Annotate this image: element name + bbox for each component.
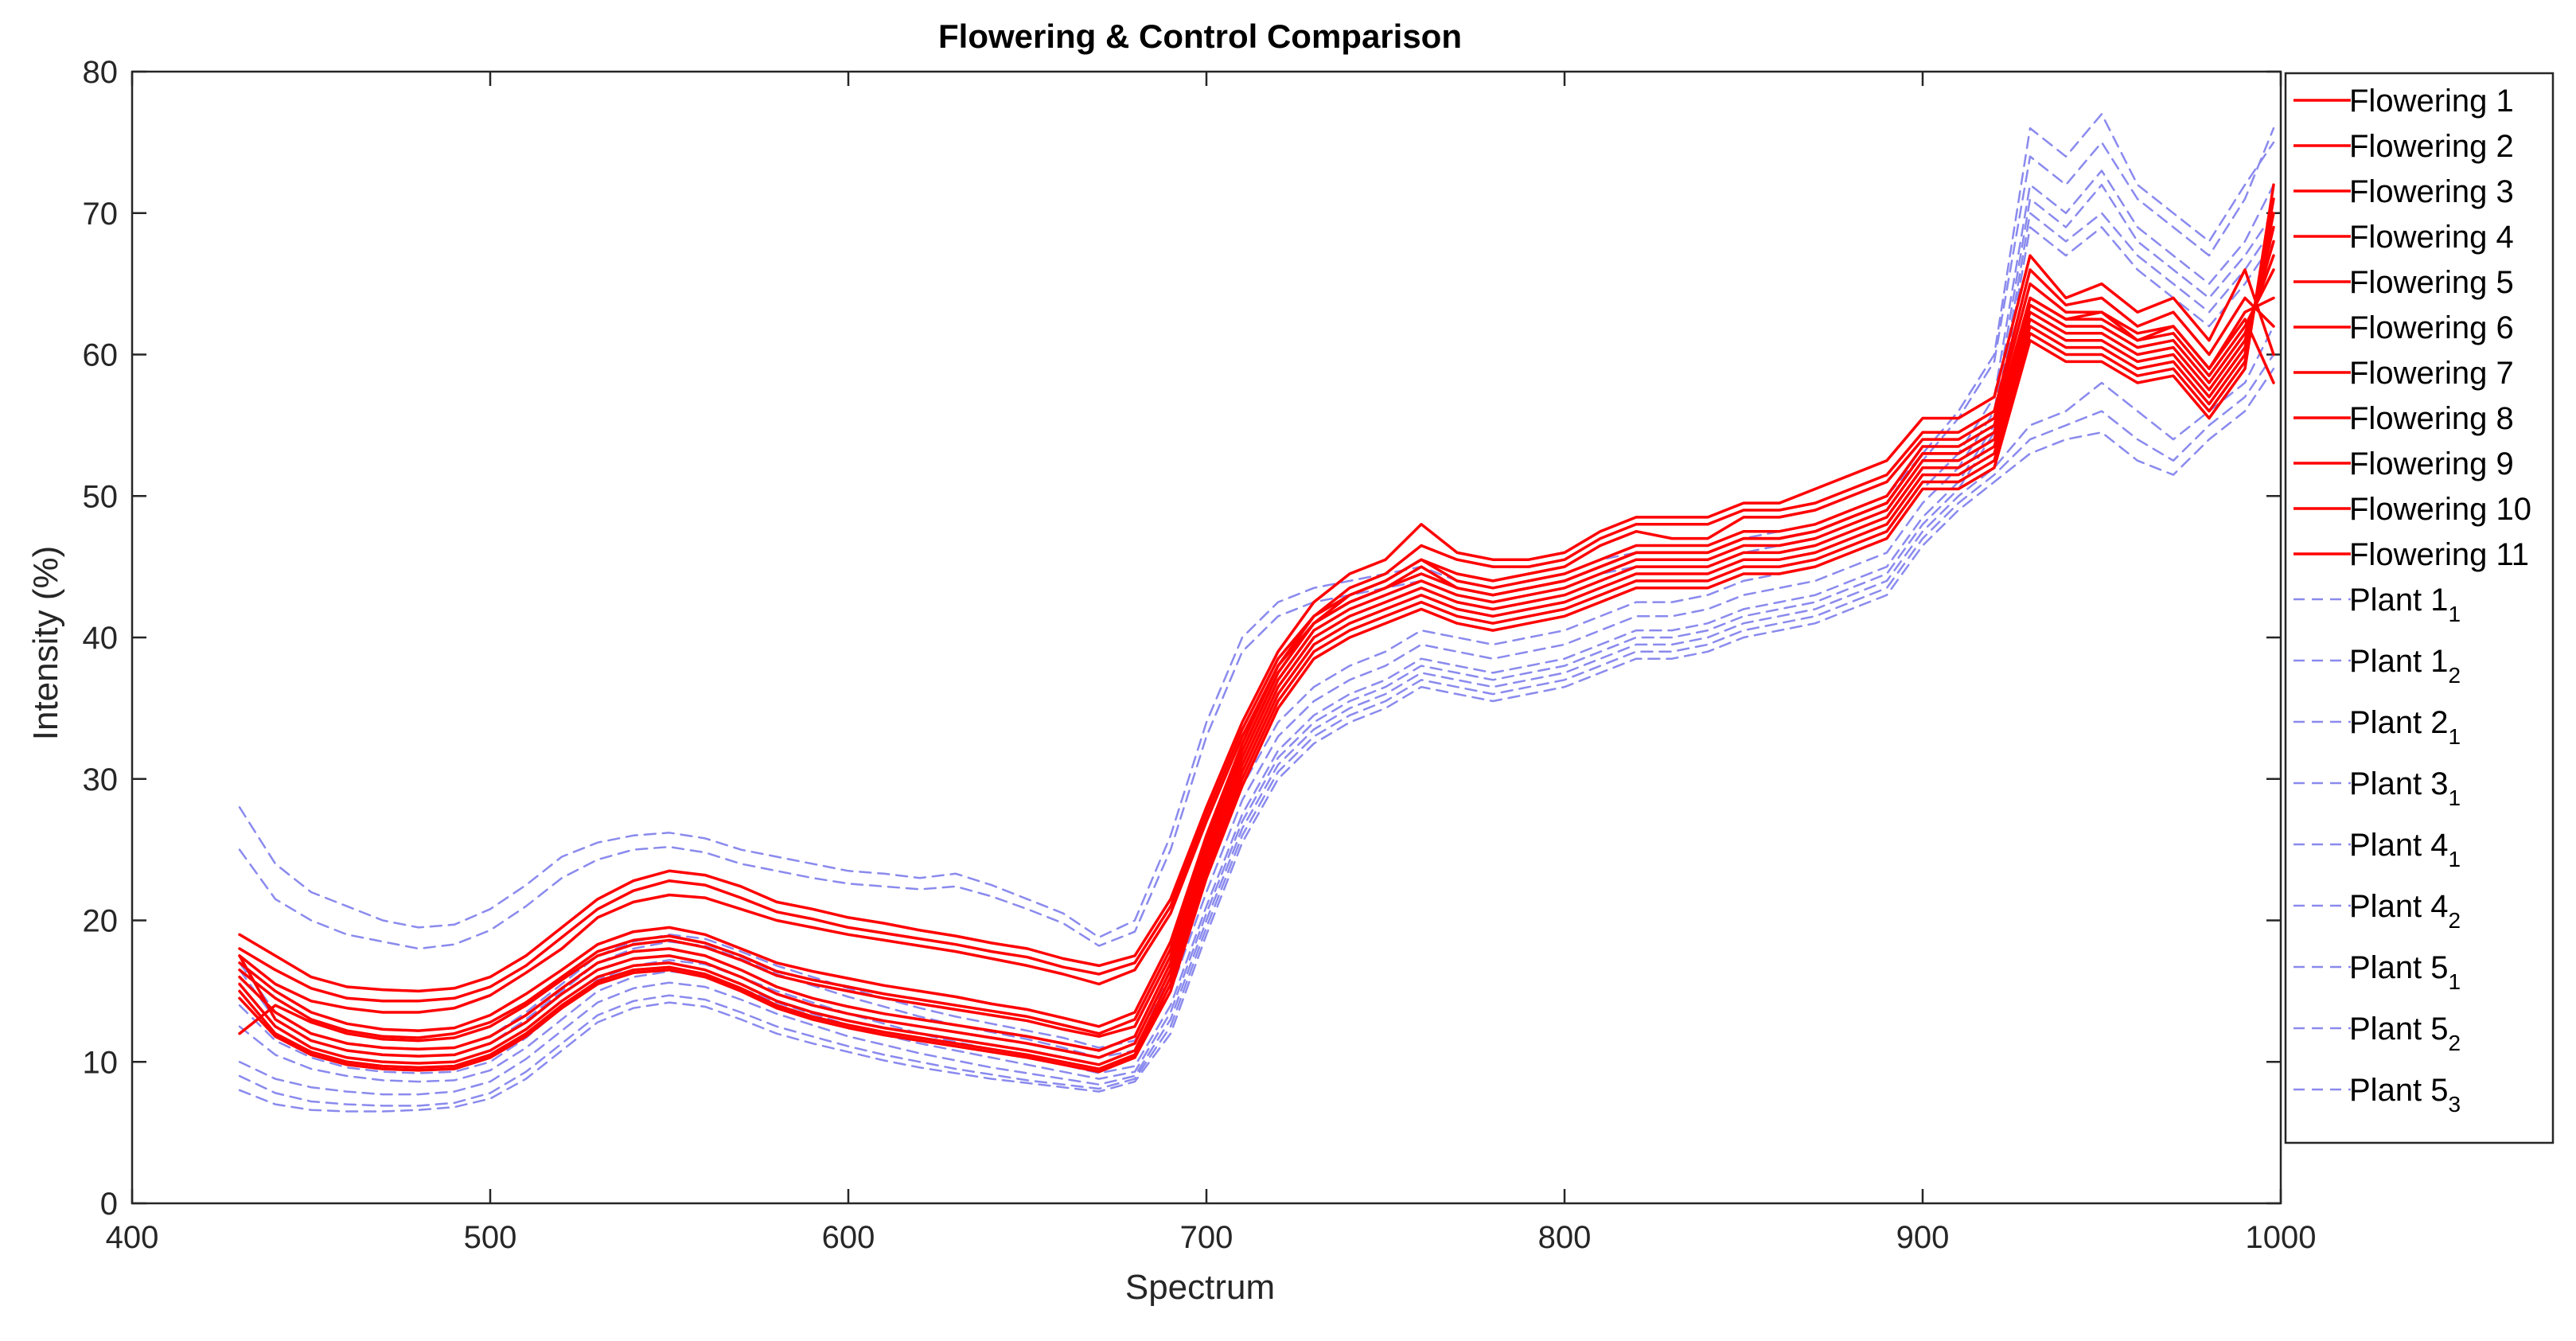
series-line-flowering-6: [238, 240, 2275, 1052]
legend-label-subscript: 1: [2449, 602, 2461, 626]
x-tick-label: 600: [822, 1220, 875, 1255]
legend-label-subscript: 1: [2449, 847, 2461, 871]
series-line-flowering-3: [238, 282, 2275, 1014]
series-line-flowering-1: [238, 254, 2275, 993]
y-axis-label: Intensity (%): [26, 546, 65, 741]
legend-label-subscript: 2: [2449, 908, 2461, 933]
chart-title: Flowering & Control Comparison: [938, 18, 1462, 55]
legend-label: Flowering 9: [2349, 446, 2514, 481]
series-line-plant-5-1: [238, 325, 2275, 1096]
legend-box: [2284, 72, 2555, 1144]
legend-label: Flowering 11: [2349, 537, 2529, 572]
legend-label: Flowering 7: [2349, 356, 2514, 391]
series-line-plant-5-3: [238, 368, 2275, 1113]
y-tick-label: 10: [83, 1045, 119, 1080]
legend: Flowering 1 Flowering 2 Flowering 3 Floweri…: [2284, 72, 2555, 1144]
y-tick-label: 30: [83, 762, 119, 797]
legend-label: Flowering 4: [2349, 220, 2514, 255]
x-tick-label: 900: [1896, 1220, 1950, 1255]
legend-label: Flowering 6: [2349, 310, 2514, 345]
series-line-plant-1-2: [238, 127, 2275, 950]
series-line-flowering-2: [238, 268, 2275, 1003]
x-tick-label: 1000: [2246, 1220, 2317, 1255]
x-tick-label: 700: [1180, 1220, 1233, 1255]
x-tick-label: 400: [106, 1220, 159, 1255]
x-tick-label: 800: [1538, 1220, 1592, 1255]
series-line-plant-5-2: [238, 353, 2275, 1107]
y-tick-label: 70: [83, 197, 119, 232]
series-line-flowering-9: [238, 197, 2275, 1070]
y-tick-label: 0: [100, 1187, 118, 1222]
x-axis-label: Spectrum: [1125, 1268, 1275, 1307]
legend-label-subscript: 1: [2449, 724, 2461, 749]
series-line-plant-3-1: [238, 183, 2275, 1059]
y-tick-label: 20: [83, 904, 119, 939]
plot-area: 400 500 600 700 800 900 1000 0 10 20 30 40 50 60 70 80: [83, 55, 2317, 1255]
series-line-flowering-8: [238, 212, 2275, 1066]
legend-label: Flowering 8: [2349, 401, 2514, 436]
series-line-flowering-4: [238, 268, 2275, 1032]
legend-label: Flowering 1: [2349, 84, 2514, 119]
legend-label: Flowering 5: [2349, 265, 2514, 300]
series-line-flowering-10: [238, 183, 2275, 1074]
legend-label: Flowering 10: [2349, 492, 2531, 527]
y-tick-label: 50: [83, 479, 119, 514]
x-tick-label: 500: [464, 1220, 517, 1255]
legend-label-subscript: 1: [2449, 785, 2461, 810]
legend-label-subscript: 2: [2449, 1031, 2461, 1055]
legend-label-subscript: 1: [2449, 969, 2461, 994]
legend-label: Flowering 2: [2349, 129, 2514, 164]
legend-label: Flowering 3: [2349, 174, 2514, 209]
y-tick-label: 60: [83, 338, 119, 373]
legend-label-subscript: 3: [2449, 1092, 2461, 1117]
series-line-flowering-7: [238, 225, 2275, 1059]
series-line-plant-2-1: [238, 170, 2275, 1051]
series-line-plant-4-2: [238, 226, 2275, 1083]
y-tick-label: 40: [83, 621, 119, 656]
legend-label-subscript: 2: [2449, 663, 2461, 688]
y-tick-label: 80: [83, 55, 119, 90]
series-line-flowering-11: [238, 296, 2275, 1043]
